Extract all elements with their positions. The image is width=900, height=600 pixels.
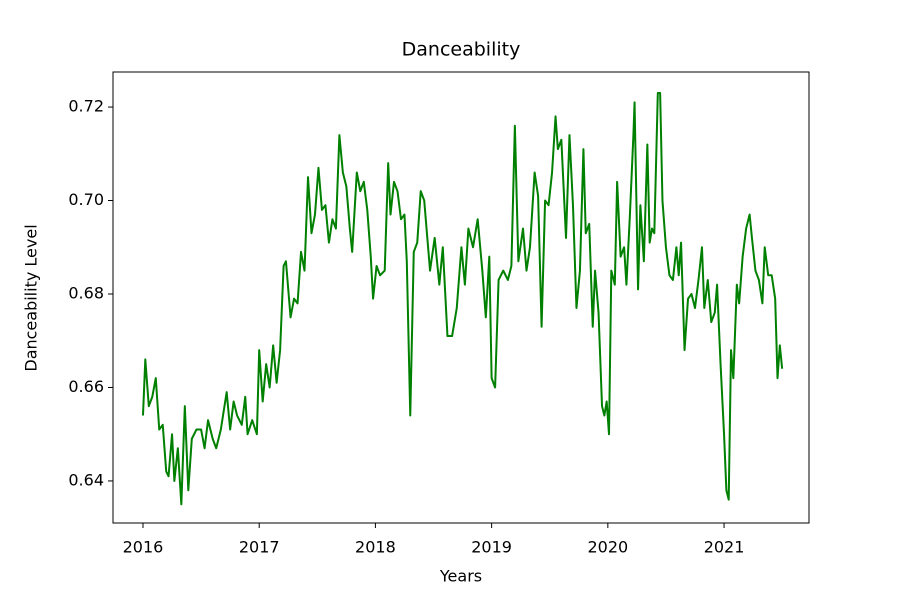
x-tick-label: 2020 (587, 538, 628, 557)
y-tick-label: 0.66 (68, 377, 104, 396)
plot-frame (112, 71, 810, 524)
x-tick-label: 2017 (239, 538, 280, 557)
x-tick-label: 2016 (123, 538, 164, 557)
y-axis-label: Danceability Level (22, 224, 41, 371)
y-tick-label: 0.64 (68, 470, 104, 489)
x-tick-label: 2019 (471, 538, 512, 557)
chart-title: Danceability (402, 39, 521, 61)
x-axis-label: Years (439, 567, 482, 586)
y-tick-label: 0.70 (68, 190, 104, 209)
y-tick-label: 0.72 (68, 97, 104, 116)
line-series (141, 92, 784, 506)
y-tick-label: 0.68 (68, 283, 104, 302)
x-tick-label: 2018 (355, 538, 396, 557)
x-tick-label: 2021 (704, 538, 745, 557)
